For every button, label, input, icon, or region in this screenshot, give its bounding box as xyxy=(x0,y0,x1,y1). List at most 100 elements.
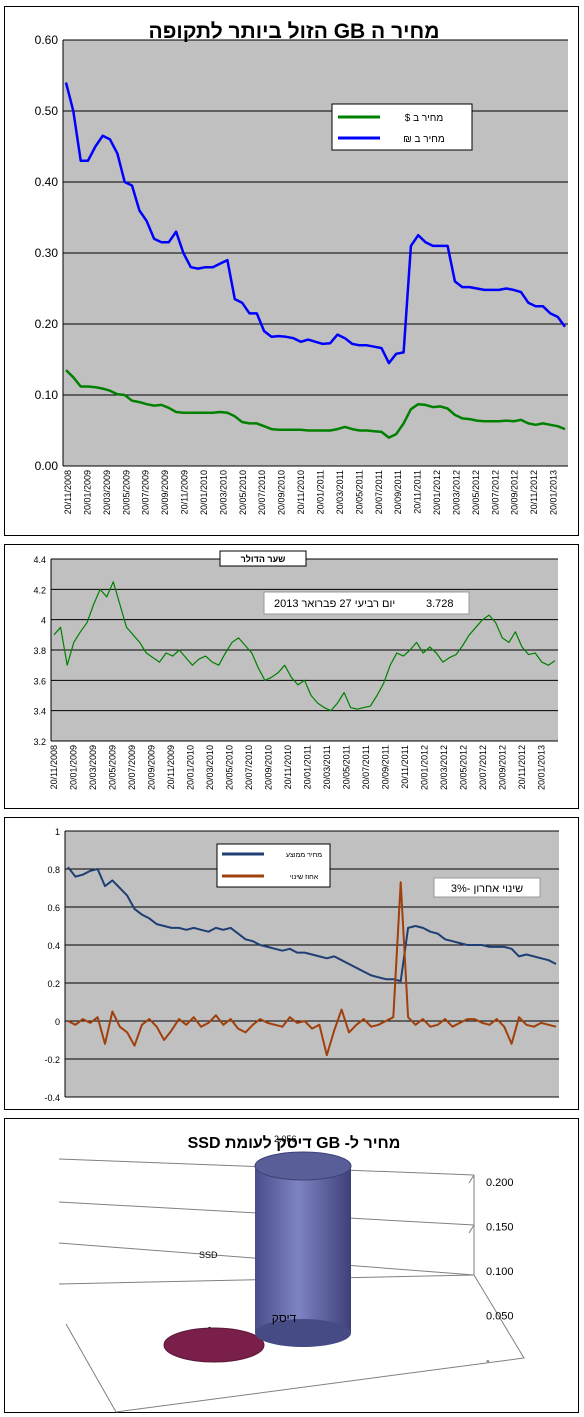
x-tick-label: 20/07/2011 xyxy=(361,745,371,789)
annotation-label: שינוי אחרון xyxy=(473,883,523,895)
y-tick-labels: 4.4 4.2 4 3.8 3.6 3.4 3.2 xyxy=(33,555,46,747)
chart-title: שער הדולר xyxy=(241,554,286,564)
x-tick-label: 20/03/2010 xyxy=(205,745,215,790)
y-tick-label: 3.8 xyxy=(33,646,46,656)
x-tick-label: 20/01/2011 xyxy=(303,745,313,789)
x-tick-labels: 20/11/2008 20/01/2009 20/03/2009 20/05/2009… xyxy=(63,470,559,515)
x-tick-label: 20/01/2010 xyxy=(199,470,209,515)
x-tick-label: 20/03/2011 xyxy=(322,745,332,789)
legend-label-avg: מחיר ממוצע xyxy=(286,852,322,859)
x-tick-label: 20/05/2010 xyxy=(238,470,248,515)
y-tick-label: 0.200 xyxy=(486,1177,514,1189)
x-tick-label: 20/07/2010 xyxy=(257,470,267,515)
y-tick-label: 0.2 xyxy=(47,979,60,989)
chart-price-change: 1 0.8 0.6 0.4 0.2 0 -0.2 -0.4 מחיר ממוצע אחוז ש… xyxy=(4,817,579,1110)
y-tick-label: 3.6 xyxy=(33,676,46,686)
y-tick-label: 0.100 xyxy=(486,1266,514,1278)
y-tick-label: -0.2 xyxy=(44,1055,60,1065)
series-line-1 xyxy=(64,82,567,365)
x-tick-label: 20/07/2009 xyxy=(127,745,137,790)
x-tick-label: 20/11/2012 xyxy=(529,470,539,514)
x-tick-label: 20/03/2009 xyxy=(88,745,98,790)
x-tick-label: 20/09/2011 xyxy=(381,745,391,789)
bar-ssd-base xyxy=(255,1319,351,1347)
x-tick-label: 20/11/2011 xyxy=(413,470,423,514)
y-tick-label: 0.20 xyxy=(35,317,59,331)
y-tick-label: 0.00 xyxy=(35,459,59,473)
x-tick-label: 20/05/2011 xyxy=(342,745,352,789)
x-tick-label: 20/09/2012 xyxy=(510,470,520,515)
annotation-value: -3% xyxy=(451,883,471,895)
bar-disk-top xyxy=(163,1327,265,1363)
x-tick-label: 20/11/2011 xyxy=(400,745,410,789)
series-lines xyxy=(67,866,557,1057)
legend: מחיר ב $ מחיר ב ₪ xyxy=(331,103,473,151)
annotation-value: 3.728 xyxy=(426,598,454,610)
x-tick-label: 20/07/2012 xyxy=(478,745,488,790)
x-tick-label: 20/01/2011 xyxy=(316,470,326,514)
y-tick-label: 0 xyxy=(55,1017,60,1027)
category-label-disk: דיסק xyxy=(272,1311,297,1325)
y-tick-labels: 0.200 0.150 0.100 0.050 - xyxy=(486,1177,514,1367)
bar-ssd xyxy=(254,1151,352,1347)
y-tick-label: 4.2 xyxy=(33,585,46,595)
x-tick-label: 20/03/2009 xyxy=(102,470,112,515)
x-tick-label: 20/07/2012 xyxy=(490,470,500,515)
y-tick-label: 0.40 xyxy=(35,175,59,189)
x-tick-label: 20/07/2010 xyxy=(244,745,254,790)
x-tick-label: 20/05/2009 xyxy=(121,470,131,515)
x-tick-label: 20/01/2012 xyxy=(432,470,442,515)
y-tick-label: 4.4 xyxy=(33,555,46,565)
x-tick-label: 20/09/2012 xyxy=(498,745,508,790)
x-tick-label: 20/07/2009 xyxy=(141,470,151,515)
y-tick-label: 0.50 xyxy=(35,104,59,118)
chart-title: מחיר ה GB הזול ביותר לתקופה xyxy=(149,20,440,43)
bar-ssd-body xyxy=(255,1166,351,1333)
series-line-0 xyxy=(53,581,556,712)
x-tick-label: 20/03/2012 xyxy=(451,470,461,515)
chart-title: מחיר ל- GB דיסק לעומת SSD xyxy=(188,1134,401,1152)
legend-label-change: אחוז שינוי xyxy=(290,874,319,881)
y-tick-label: 0.10 xyxy=(35,388,59,402)
x-tick-label: 20/11/2009 xyxy=(166,745,176,789)
series-line-1 xyxy=(67,881,557,1057)
x-tick-label: 20/05/2010 xyxy=(225,745,235,790)
x-tick-label: 20/05/2009 xyxy=(108,745,118,790)
y-tick-label: - xyxy=(486,1355,490,1367)
legend: מחיר ממוצע אחוז שינוי xyxy=(216,843,331,888)
series-line-0 xyxy=(65,369,566,439)
y-tick-label: 3.4 xyxy=(33,707,46,717)
y-tick-label: 1 xyxy=(55,827,60,837)
y-tick-labels: 0.60 0.50 0.40 0.30 0.20 0.10 0.00 xyxy=(35,33,59,473)
chart-title-box xyxy=(219,550,307,567)
legend-label-usd: מחיר ב $ xyxy=(405,113,444,124)
x-tick-label: 20/01/2009 xyxy=(69,745,79,790)
x-tick-labels: 20/11/2008 20/01/2009 20/03/2009 20/05/2009… xyxy=(49,745,547,790)
x-tick-label: 20/09/2010 xyxy=(264,745,274,790)
x-tick-label: 20/03/2011 xyxy=(335,470,345,514)
legend-label-ils: מחיר ב ₪ xyxy=(403,134,445,145)
x-tick-label: 20/05/2011 xyxy=(354,470,364,514)
y-tick-label: 0.8 xyxy=(47,865,60,875)
y-tick-label: 0.050 xyxy=(486,1311,514,1323)
series-line-0 xyxy=(67,866,557,983)
x-tick-label: 20/03/2010 xyxy=(218,470,228,515)
series-lines xyxy=(53,581,556,712)
y-tick-label: 0.6 xyxy=(47,903,60,913)
value-label-disk: - xyxy=(208,1322,211,1332)
x-tick-label: 20/03/2012 xyxy=(439,745,449,790)
y-tick-label: 4 xyxy=(41,616,46,626)
y-tick-label: 0.30 xyxy=(35,246,59,260)
x-tick-label: 20/11/2012 xyxy=(517,745,527,789)
x-tick-label: 20/01/2013 xyxy=(549,470,559,515)
x-tick-label: 20/01/2009 xyxy=(82,470,92,515)
value-label-ssd: 2.056 xyxy=(274,1134,297,1144)
x-tick-label: 20/11/2008 xyxy=(49,745,59,789)
y-tick-label: 0.150 xyxy=(486,1222,514,1234)
x-tick-label: 20/09/2011 xyxy=(393,470,403,514)
y-tick-label: 0.60 xyxy=(35,33,59,47)
y-tick-labels: 1 0.8 0.6 0.4 0.2 0 -0.2 -0.4 xyxy=(44,827,60,1103)
bar-disk xyxy=(163,1327,265,1363)
annotation-text: שינוי אחרון -3% xyxy=(451,883,523,895)
x-tick-label: 20/11/2010 xyxy=(296,470,306,514)
